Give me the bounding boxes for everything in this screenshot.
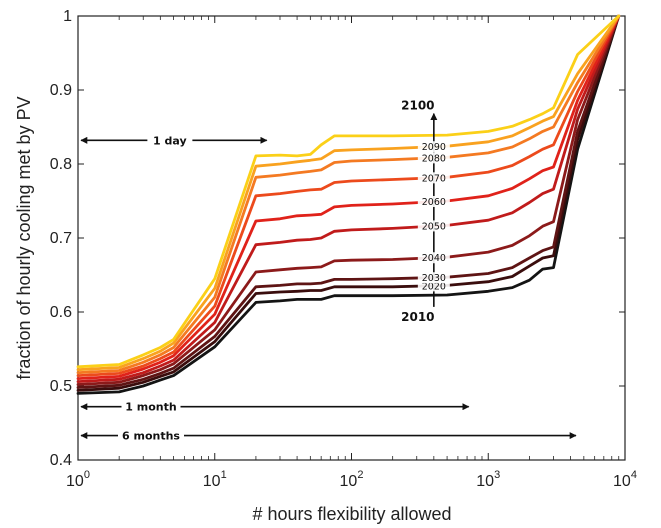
y-tick-label: 0.7 bbox=[50, 230, 72, 247]
duration-label-bg bbox=[121, 398, 181, 414]
series-label-2020: 2020 bbox=[422, 281, 446, 292]
y-axis-title: fraction of hourly cooling met by PV bbox=[14, 96, 34, 379]
y-tick-label: 0.4 bbox=[50, 452, 72, 469]
series-label-bg bbox=[417, 252, 450, 264]
series-label-bg bbox=[417, 280, 450, 292]
x-tick-label: 100 bbox=[66, 469, 90, 490]
x-tick-exponent: 1 bbox=[221, 469, 227, 481]
series-line-2100 bbox=[76, 14, 621, 369]
series-line-2020 bbox=[76, 14, 621, 392]
series-label-2050: 2050 bbox=[422, 221, 446, 232]
series-label-2100: 2100 bbox=[401, 99, 434, 113]
series-label-2030: 2030 bbox=[422, 273, 446, 284]
x-tick-exponent: 0 bbox=[84, 469, 90, 481]
x-tick-label: 102 bbox=[340, 469, 364, 490]
y-tick-label: 0.9 bbox=[50, 82, 72, 99]
y-tick-label: 0.8 bbox=[50, 156, 72, 173]
series-line-2080 bbox=[76, 14, 621, 375]
duration-label: 1 month bbox=[125, 401, 176, 414]
x-tick-exponent: 4 bbox=[631, 469, 637, 481]
y-tick-label: 0.6 bbox=[50, 304, 72, 321]
series-label-2040: 2040 bbox=[422, 253, 446, 264]
series-label-bg bbox=[417, 220, 450, 232]
x-axis-title: # hours flexibility allowed bbox=[252, 504, 451, 524]
y-tick-label: 1 bbox=[63, 8, 72, 25]
duration-label: 1 day bbox=[153, 134, 187, 147]
series-line-2070 bbox=[76, 14, 621, 378]
series-label-bg bbox=[417, 196, 450, 207]
series-label-2090: 2090 bbox=[422, 142, 446, 153]
duration-label-bg bbox=[118, 427, 184, 443]
series-label-2080: 2080 bbox=[422, 153, 446, 164]
series-line-2090 bbox=[76, 14, 621, 372]
series-label-2060: 2060 bbox=[422, 197, 446, 208]
x-tick-label: 104 bbox=[613, 469, 637, 490]
x-tick-label: 101 bbox=[203, 469, 227, 490]
series-label-bg bbox=[417, 152, 450, 164]
series-label-2010: 2010 bbox=[401, 310, 434, 324]
duration-label: 6 months bbox=[122, 430, 180, 443]
series-line-2050 bbox=[76, 14, 621, 384]
y-tick-label: 0.5 bbox=[50, 378, 72, 395]
x-tick-exponent: 3 bbox=[494, 469, 500, 481]
plot-frame bbox=[77, 15, 626, 461]
x-tick-exponent: 2 bbox=[357, 469, 363, 481]
series-line-2030 bbox=[76, 14, 621, 389]
series-label-bg bbox=[417, 172, 450, 184]
x-tick-label: 103 bbox=[476, 469, 500, 490]
series-label-bg bbox=[417, 141, 450, 153]
series-line-2010 bbox=[76, 14, 621, 395]
duration-label-bg bbox=[147, 132, 193, 148]
series-line-2060 bbox=[76, 14, 621, 381]
series-label-bg bbox=[417, 272, 450, 284]
series-label-2070: 2070 bbox=[422, 173, 446, 184]
series-line-2040 bbox=[76, 14, 621, 386]
